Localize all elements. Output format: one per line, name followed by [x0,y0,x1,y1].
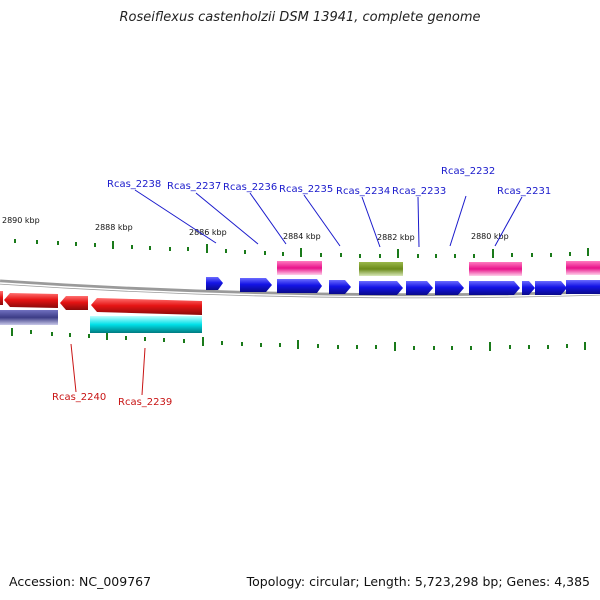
map-title: Roseiflexus castenholzii DSM 13941, comp… [119,10,481,25]
gene-arrow-forward[interactable] [329,280,351,294]
gene-label-rcas-2232[interactable]: Rcas_2232 [441,166,495,177]
outer-ticks [14,239,589,258]
kbp-label: 2880 kbp [471,232,509,241]
feature-cyan[interactable] [90,316,202,333]
gene-arrow-forward[interactable] [240,278,272,292]
bottom-label-connectors [70,343,146,396]
gene-label-rcas-2235[interactable]: Rcas_2235 [279,184,333,195]
gene-arrow-reverse[interactable] [4,293,58,308]
gene-arrow-forward[interactable] [435,281,464,295]
gene-label-rcas-2238[interactable]: Rcas_2238 [107,179,161,190]
topology-text: Topology: circular; Length: 5,723,298 bp… [246,574,590,589]
gene-arrow-forward[interactable] [277,279,322,293]
kbp-label: 2882 kbp [377,233,415,242]
gene-arrow-reverse[interactable] [0,291,3,305]
kbp-label: 2888 kbp [95,223,133,232]
top-label-connectors [134,189,523,248]
gene-label-rcas-2240[interactable]: Rcas_2240 [52,392,106,403]
gene-arrow-reverse[interactable] [91,298,202,315]
gene-arrow-forward[interactable] [522,281,535,295]
accession-text: Accession: NC_009767 [9,574,152,589]
feature-pink[interactable] [469,262,522,276]
backbone-inner [0,282,600,298]
forward-gene-track [206,277,600,295]
gene-arrow-forward[interactable] [469,281,520,295]
kbp-label: 2884 kbp [283,232,321,241]
gene-label-rcas-2233[interactable]: Rcas_2233 [392,186,446,197]
feature-slate[interactable] [0,310,58,325]
gene-label-rcas-2239[interactable]: Rcas_2239 [118,397,172,408]
gene-label-rcas-2236[interactable]: Rcas_2236 [223,182,277,193]
gene-arrow-reverse[interactable] [60,296,88,310]
kbp-label: 2890 kbp [2,216,40,225]
inner-ticks [11,328,586,351]
reverse-gene-track [0,291,202,315]
gene-label-rcas-2231[interactable]: Rcas_2231 [497,186,551,197]
backbone-outer [0,279,600,299]
gene-label-rcas-2237[interactable]: Rcas_2237 [167,181,221,192]
feature-olive[interactable] [359,262,403,276]
gene-arrow-forward[interactable] [566,280,600,294]
kbp-label: 2886 kbp [189,228,227,237]
gene-label-rcas-2234[interactable]: Rcas_2234 [336,186,390,197]
feature-pink[interactable] [277,261,322,275]
feature-pink[interactable] [566,261,600,275]
gene-arrow-forward[interactable] [406,281,433,295]
gene-arrow-forward[interactable] [359,281,403,295]
gene-arrow-forward[interactable] [206,277,223,290]
gene-arrow-forward[interactable] [535,281,567,295]
